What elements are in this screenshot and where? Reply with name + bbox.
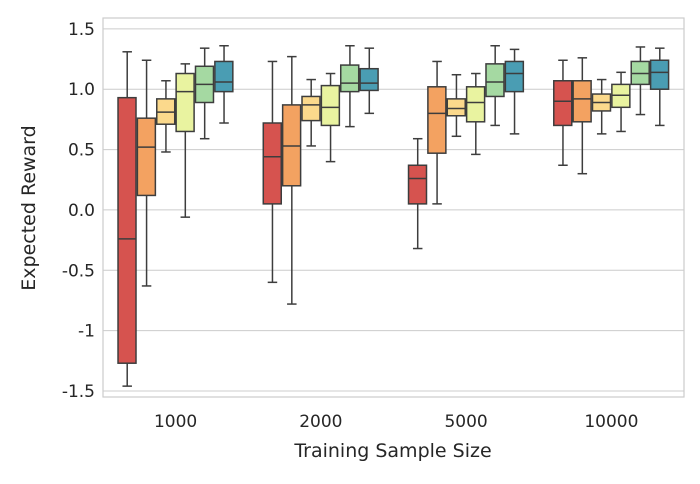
box-1000-4	[194, 47, 215, 140]
box-1000-1	[136, 59, 157, 287]
box-5000-0	[407, 137, 428, 250]
box-body	[465, 86, 486, 123]
box-body	[262, 122, 283, 205]
box-2000-1	[281, 55, 302, 305]
box-body	[320, 84, 341, 127]
box-body	[339, 64, 360, 93]
y-axis-label: Expected Reward	[18, 125, 40, 290]
box-body	[359, 67, 379, 92]
box-1000-0	[117, 51, 137, 387]
box-2000-5	[359, 47, 379, 115]
box-10000-4	[630, 46, 650, 116]
box-1000-5	[214, 45, 234, 124]
box-2000-2	[301, 78, 321, 147]
box-body	[504, 60, 525, 93]
box-body	[214, 60, 234, 93]
box-10000-2	[591, 78, 612, 135]
box-5000-1	[427, 60, 447, 205]
x-axis-ticks: 1000 2000 5000 10000	[154, 412, 638, 432]
box-5000-2	[446, 73, 466, 138]
box-body	[407, 164, 428, 205]
box-2000-4	[339, 45, 360, 128]
y-tick-label: 1.0	[68, 80, 95, 100]
box-body	[485, 63, 505, 98]
box-body	[136, 117, 157, 197]
box-10000-1	[572, 57, 592, 175]
box-1000-3	[175, 63, 195, 218]
box-body	[427, 86, 447, 154]
y-tick-label: -1	[78, 322, 95, 342]
box-body	[446, 98, 466, 117]
x-tick-label: 1000	[154, 412, 197, 432]
boxes	[117, 45, 670, 387]
x-tick-label: 2000	[299, 412, 342, 432]
plot-frame	[102, 17, 685, 398]
box-1000-2	[156, 80, 176, 153]
box-2000-3	[320, 72, 341, 163]
box-body	[117, 96, 137, 364]
box-body	[553, 80, 573, 127]
box-body	[572, 80, 592, 123]
box-2000-0	[262, 60, 283, 284]
box-10000-5	[649, 47, 670, 127]
box-body	[175, 72, 195, 133]
x-tick-label: 10000	[584, 412, 638, 432]
y-tick-label: 0.5	[68, 141, 95, 161]
box-5000-5	[504, 48, 525, 135]
box-body	[301, 95, 321, 122]
y-tick-label: -1.5	[62, 382, 95, 402]
y-tick-label: -0.5	[62, 261, 95, 281]
y-axis-ticks: 1.5 1.0 0.5 0.0 -0.5 -1 -1.5	[62, 20, 95, 402]
box-5000-3	[465, 72, 486, 156]
y-tick-label: 1.5	[68, 20, 95, 40]
x-axis-label: Training Sample Size	[293, 440, 491, 462]
box-body	[649, 59, 670, 90]
box-10000-0	[553, 59, 573, 167]
box-10000-3	[611, 71, 631, 133]
y-tick-label: 0.0	[68, 201, 95, 221]
box-5000-4	[485, 45, 505, 127]
x-tick-label: 5000	[444, 412, 487, 432]
